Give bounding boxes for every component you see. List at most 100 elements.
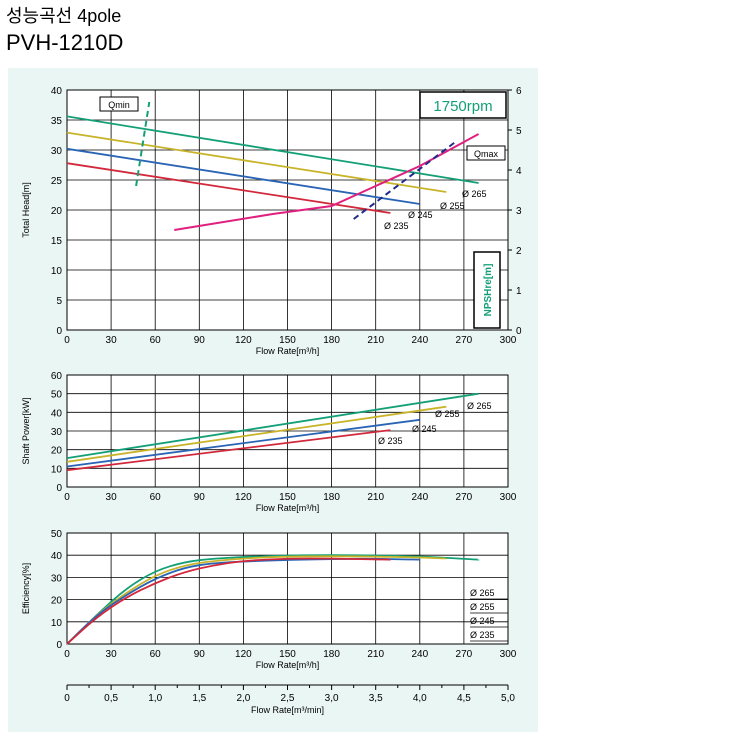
head-ytick-label: 40 — [51, 86, 63, 97]
head-xtick-label: 30 — [106, 335, 118, 346]
flow-min-tick-label: 1,0 — [148, 693, 162, 704]
head-y2tick-label: 1 — [516, 286, 522, 297]
power-xtick-label: 150 — [279, 492, 296, 503]
power-ytick-label: 20 — [51, 446, 63, 457]
power-xtick-label: 210 — [367, 492, 384, 503]
efficiency-xtick-label: 240 — [411, 649, 428, 660]
efficiency-xtick-label: 210 — [367, 649, 384, 660]
efficiency-xtick-label: 90 — [194, 649, 206, 660]
efficiency-ytick-label: 50 — [51, 529, 63, 540]
speed-label: 1750rpm — [433, 98, 492, 115]
header-title: 성능곡선 4pole — [6, 6, 122, 26]
power-series-label: Ø 265 — [467, 401, 492, 411]
efficiency-legend-label: Ø 265 — [470, 588, 495, 598]
power-xtick-label: 120 — [235, 492, 252, 503]
head-xtick-label: 210 — [367, 335, 384, 346]
head-xtick-label: 240 — [411, 335, 428, 346]
head-y-axis-label: Total Head[m] — [21, 182, 31, 238]
head-xtick-label: 270 — [456, 335, 473, 346]
flow-min-tick-label: 2,5 — [281, 693, 295, 704]
head-ytick-label: 25 — [51, 176, 63, 187]
power-series-label: Ø 235 — [378, 436, 403, 446]
efficiency-xtick-label: 60 — [150, 649, 162, 660]
power-series-line — [66, 405, 447, 463]
head-y2tick-label: 6 — [516, 86, 522, 97]
head-xtick-label: 300 — [500, 335, 517, 346]
head-series-line — [66, 115, 479, 184]
flow-min-tick-label: 0 — [64, 693, 70, 704]
model-name: PVH-1210D — [6, 30, 124, 55]
flow-min-axis-label: Flow Rate[m³/min] — [251, 705, 324, 715]
flow-min-tick-label: 1,5 — [192, 693, 206, 704]
head-xtick-label: 90 — [194, 335, 206, 346]
power-xtick-label: 90 — [194, 492, 206, 503]
head-ytick-label: 35 — [51, 116, 63, 127]
power-y-axis-label: Shaft Power[kW] — [21, 397, 31, 464]
efficiency-xtick-label: 150 — [279, 649, 296, 660]
head-series-label: Ø 265 — [462, 189, 487, 199]
head-xtick-label: 180 — [323, 335, 340, 346]
efficiency-xtick-label: 180 — [323, 649, 340, 660]
efficiency-ytick-label: 30 — [51, 573, 63, 584]
power-x-axis-label: Flow Rate[m³/h] — [256, 503, 320, 513]
head-xtick-label: 0 — [64, 335, 70, 346]
efficiency-legend-label: Ø 235 — [470, 630, 495, 640]
power-xtick-label: 300 — [500, 492, 517, 503]
efficiency-xtick-label: 30 — [106, 649, 118, 660]
head-ytick-label: 10 — [51, 266, 63, 277]
efficiency-series-line — [66, 557, 392, 645]
flow-min-tick-label: 3,5 — [369, 693, 383, 704]
power-ytick-label: 10 — [51, 464, 63, 475]
efficiency-legend-label: Ø 245 — [470, 616, 495, 626]
power-xtick-label: 180 — [323, 492, 340, 503]
power-ytick-label: 50 — [51, 390, 63, 401]
power-ytick-label: 0 — [56, 483, 62, 494]
power-xtick-label: 0 — [64, 492, 70, 503]
efficiency-ytick-label: 40 — [51, 551, 63, 562]
speed-box — [419, 91, 507, 119]
head-ytick-label: 30 — [51, 146, 63, 157]
power-series-label: Ø 255 — [435, 409, 460, 419]
power-series-line — [66, 429, 391, 472]
head-xtick-label: 60 — [150, 335, 162, 346]
power-ytick-label: 60 — [51, 371, 63, 382]
head-ytick-label: 15 — [51, 236, 63, 247]
qmin-label: Qmin — [108, 100, 130, 110]
head-series-label: Ø 255 — [440, 201, 465, 211]
head-x-axis-label: Flow Rate[m³/h] — [256, 346, 320, 356]
efficiency-xtick-label: 270 — [456, 649, 473, 660]
efficiency-xtick-label: 300 — [500, 649, 517, 660]
head-y2tick-label: 5 — [516, 126, 522, 137]
head-series-line — [66, 147, 420, 205]
efficiency-ytick-label: 10 — [51, 618, 63, 629]
head-xtick-label: 120 — [235, 335, 252, 346]
efficiency-series-line — [66, 554, 480, 645]
qmax-dashed-line — [353, 140, 458, 220]
head-y2tick-label: 3 — [516, 206, 522, 217]
qmin-box — [99, 96, 139, 112]
efficiency-ytick-label: 0 — [56, 640, 62, 651]
efficiency-xtick-label: 0 — [64, 649, 70, 660]
power-xtick-label: 240 — [411, 492, 428, 503]
power-ytick-label: 30 — [51, 427, 63, 438]
npsh-box — [473, 251, 501, 329]
power-series-line — [66, 392, 479, 459]
flow-min-tick-label: 4,5 — [457, 693, 471, 704]
flow-min-tick-label: 3,0 — [325, 693, 339, 704]
qmax-box — [466, 145, 506, 161]
npsh-axis-label: NPSHre[m] — [483, 264, 494, 317]
head-ytick-label: 0 — [56, 326, 62, 337]
flow-min-tick-label: 2,0 — [236, 693, 250, 704]
power-ytick-label: 40 — [51, 408, 63, 419]
head-ytick-label: 20 — [51, 206, 63, 217]
head-ytick-label: 5 — [56, 296, 62, 307]
qmax-label: Qmax — [474, 149, 499, 159]
flow-min-tick-label: 5,0 — [501, 693, 515, 704]
head-y2tick-label: 2 — [516, 246, 522, 257]
flow-min-tick-label: 0,5 — [104, 693, 118, 704]
power-series-line — [66, 418, 420, 468]
efficiency-y-axis-label: Efficiency[%] — [21, 563, 31, 614]
power-xtick-label: 60 — [150, 492, 162, 503]
head-xtick-label: 150 — [279, 335, 296, 346]
